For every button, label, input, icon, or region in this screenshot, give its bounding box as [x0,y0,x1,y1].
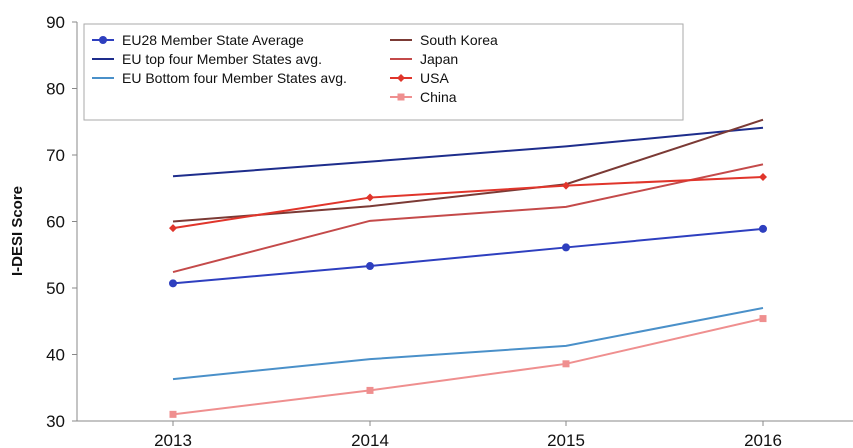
legend-item-japan: Japan [390,51,458,67]
data-point-china [759,315,767,323]
y-tick-label: 50 [46,279,65,298]
x-ticks: 2013 2014 2015 2016 [154,421,782,448]
legend-label: EU Bottom four Member States avg. [122,70,347,86]
legend-item-china: China [390,89,457,105]
legend-label: Japan [420,51,458,67]
legend-item-eu-bottom-four-member-states-avg: EU Bottom four Member States avg. [92,70,347,86]
legend-label: China [420,89,457,105]
data-point-china [562,360,570,368]
legend-label: EU28 Member State Average [122,32,304,48]
data-point-eu28-member-state-average [169,279,177,288]
legend-marker [397,74,405,82]
legend-label: EU top four Member States avg. [122,51,322,67]
data-point-usa [169,224,177,233]
data-point-usa [366,193,374,202]
series-line-usa [172,175,764,230]
data-point-eu28-member-state-average [759,224,767,233]
y-ticks: 30 40 50 60 70 80 90 [46,13,77,431]
legend-item-eu28-member-state-average: EU28 Member State Average [92,32,304,48]
legend-item-usa: USA [390,70,449,86]
series-line-japan [172,163,764,274]
series-lines [172,118,764,416]
x-tick-label: 2016 [744,431,782,448]
series-line-eu-bottom-four-member-states-avg [172,306,764,381]
data-point-usa [759,172,767,181]
legend-box [83,23,684,121]
x-tick-label: 2015 [547,431,585,448]
y-tick-label: 90 [46,13,65,32]
data-point-china [169,410,177,418]
legend-item-south-korea: South Korea [390,32,498,48]
legend-marker [397,93,405,101]
data-point-eu28-member-state-average [366,262,374,271]
x-tick-label: 2014 [351,431,389,448]
y-tick-label: 60 [46,213,65,232]
y-tick-label: 80 [46,80,65,99]
x-tick-label: 2013 [154,431,192,448]
legend-label: USA [420,70,449,86]
legend-label: South Korea [420,32,498,48]
legend-marker [99,36,107,44]
data-point-usa [562,181,570,190]
series-line-china [172,317,764,416]
data-point-china [366,386,374,394]
y-tick-label: 40 [46,346,65,365]
y-tick-label: 30 [46,412,65,431]
series-line-eu28-member-state-average [172,227,764,285]
series-line-eu-top-four-member-states-avg [172,126,764,178]
y-tick-label: 70 [46,146,65,165]
legend-item-eu-top-four-member-states-avg: EU top four Member States avg. [92,51,322,67]
data-point-eu28-member-state-average [562,243,570,252]
series-markers [169,172,767,418]
legend: EU28 Member State Average EU top four Mem… [83,23,684,121]
y-axis-title: I-DESI Score [9,186,26,276]
